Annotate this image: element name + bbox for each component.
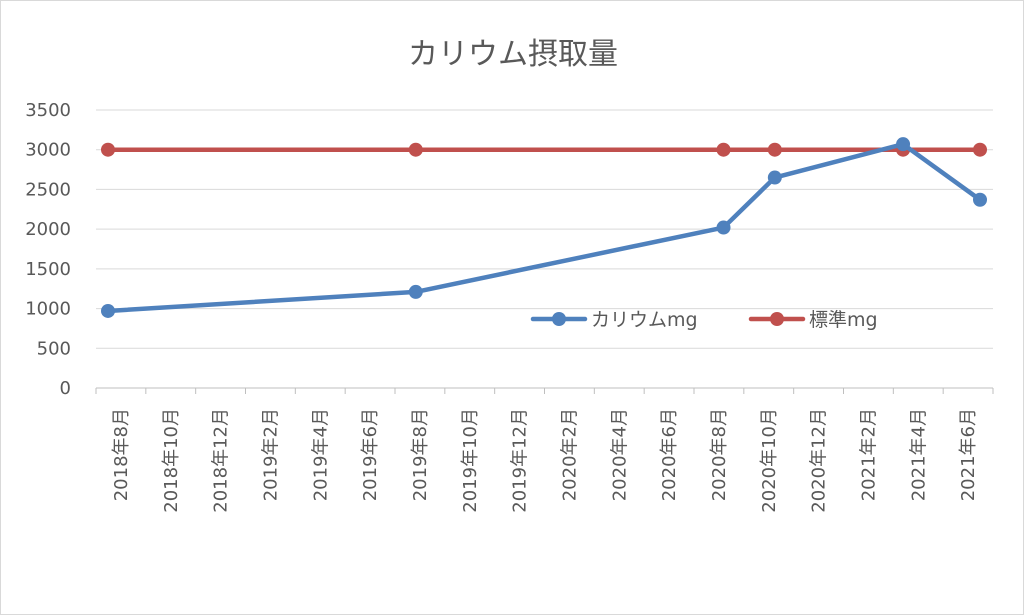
x-tick-label: 2019年2月 bbox=[260, 408, 281, 501]
data-point bbox=[716, 142, 731, 157]
chart-title: カリウム摂取量 bbox=[408, 37, 618, 72]
x-tick-label: 2018年10月 bbox=[161, 408, 182, 513]
y-tick-label: 0 bbox=[60, 378, 71, 399]
x-tick-label: 2020年4月 bbox=[609, 408, 630, 501]
x-tick-label: 2018年8月 bbox=[111, 408, 132, 501]
data-point bbox=[767, 142, 782, 157]
y-tick-label: 500 bbox=[37, 338, 71, 359]
x-tick-label: 2019年8月 bbox=[410, 408, 431, 501]
data-point bbox=[767, 170, 782, 185]
data-point bbox=[973, 142, 987, 157]
y-axis-ticks: 0 500 1000 1500 2000 2500 3000 3500 bbox=[25, 100, 71, 399]
x-tick-label: 2020年2月 bbox=[559, 408, 580, 501]
legend-marker bbox=[770, 312, 784, 326]
x-tick-label: 2019年4月 bbox=[310, 408, 331, 501]
data-point bbox=[408, 142, 423, 157]
x-tick-label: 2020年10月 bbox=[759, 408, 780, 513]
y-tick-label: 1500 bbox=[25, 259, 71, 280]
data-point bbox=[896, 137, 911, 152]
data-point bbox=[716, 220, 731, 235]
x-tick-label: 2020年6月 bbox=[659, 408, 680, 501]
x-tick-label: 2021年6月 bbox=[958, 408, 979, 501]
legend-label: 標準mg bbox=[809, 309, 878, 331]
x-axis: 2018年8月 2018年10月 2018年12月 2019年2月 2019年4月 201… bbox=[95, 387, 994, 513]
y-tick-label: 1000 bbox=[25, 299, 71, 320]
y-tick-label: 2500 bbox=[25, 179, 71, 200]
legend-label: カリウムmg bbox=[591, 309, 698, 331]
data-point bbox=[101, 303, 115, 318]
data-point bbox=[973, 192, 987, 207]
x-tick-label: 2020年12月 bbox=[809, 408, 830, 513]
legend-marker bbox=[552, 312, 566, 326]
x-tick-label: 2019年10月 bbox=[460, 408, 481, 513]
data-point bbox=[101, 142, 115, 157]
series-line bbox=[105, 141, 983, 314]
series-group bbox=[101, 137, 987, 318]
data-point bbox=[408, 284, 423, 299]
x-tick-label: 2021年4月 bbox=[908, 408, 929, 501]
x-tick-label: 2020年8月 bbox=[709, 408, 730, 501]
legend: カリウムmg 標準mg bbox=[530, 309, 878, 331]
y-tick-label: 2000 bbox=[25, 219, 71, 240]
x-tick-label: 2018年12月 bbox=[211, 408, 232, 513]
x-tick-label: 2019年6月 bbox=[360, 408, 381, 501]
y-tick-label: 3000 bbox=[25, 140, 71, 161]
x-tick-label: 2019年12月 bbox=[510, 408, 531, 513]
y-tick-label: 3500 bbox=[25, 100, 71, 121]
x-tick-label: 2021年2月 bbox=[858, 408, 879, 501]
